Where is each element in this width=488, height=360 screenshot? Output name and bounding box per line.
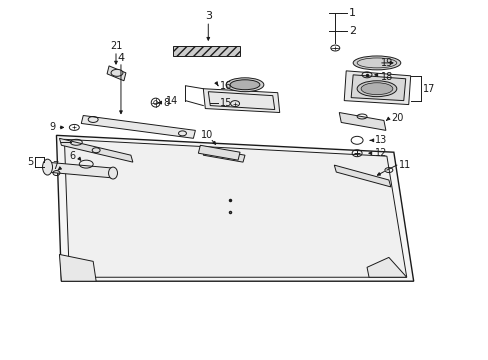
Text: 19: 19	[380, 58, 392, 68]
Polygon shape	[46, 162, 114, 178]
Polygon shape	[344, 71, 410, 105]
Text: 1: 1	[348, 8, 355, 18]
Text: 8: 8	[163, 98, 169, 108]
Text: 10: 10	[201, 130, 213, 140]
Text: 13: 13	[374, 135, 386, 145]
Text: 4: 4	[117, 53, 124, 63]
Ellipse shape	[230, 80, 259, 90]
Text: 6: 6	[69, 151, 75, 161]
Polygon shape	[203, 148, 244, 162]
Ellipse shape	[360, 83, 392, 95]
Text: 21: 21	[110, 41, 122, 51]
Polygon shape	[339, 113, 385, 130]
Text: 5: 5	[27, 157, 34, 167]
Polygon shape	[366, 257, 406, 277]
Polygon shape	[350, 75, 405, 100]
Ellipse shape	[225, 78, 264, 92]
Text: 3: 3	[204, 11, 211, 21]
Ellipse shape	[352, 56, 400, 70]
Text: 17: 17	[422, 84, 434, 94]
Polygon shape	[60, 255, 96, 281]
Polygon shape	[107, 66, 126, 81]
Polygon shape	[81, 116, 195, 138]
Text: 18: 18	[380, 72, 392, 82]
Text: 14: 14	[166, 96, 178, 105]
Text: 2: 2	[348, 26, 356, 36]
Text: 20: 20	[390, 113, 403, 123]
Polygon shape	[172, 46, 240, 56]
Ellipse shape	[42, 159, 52, 175]
Polygon shape	[334, 165, 390, 187]
Text: 11: 11	[398, 160, 410, 170]
Text: 7: 7	[52, 161, 59, 171]
Ellipse shape	[108, 167, 117, 179]
Polygon shape	[60, 138, 133, 162]
Polygon shape	[198, 145, 240, 160]
Polygon shape	[203, 89, 279, 113]
Ellipse shape	[111, 69, 122, 76]
Polygon shape	[64, 139, 406, 277]
Text: 15: 15	[220, 98, 232, 108]
Text: 9: 9	[49, 122, 56, 132]
Text: 12: 12	[374, 148, 386, 158]
Polygon shape	[56, 135, 413, 281]
Text: 16: 16	[220, 81, 232, 91]
Ellipse shape	[356, 81, 396, 96]
